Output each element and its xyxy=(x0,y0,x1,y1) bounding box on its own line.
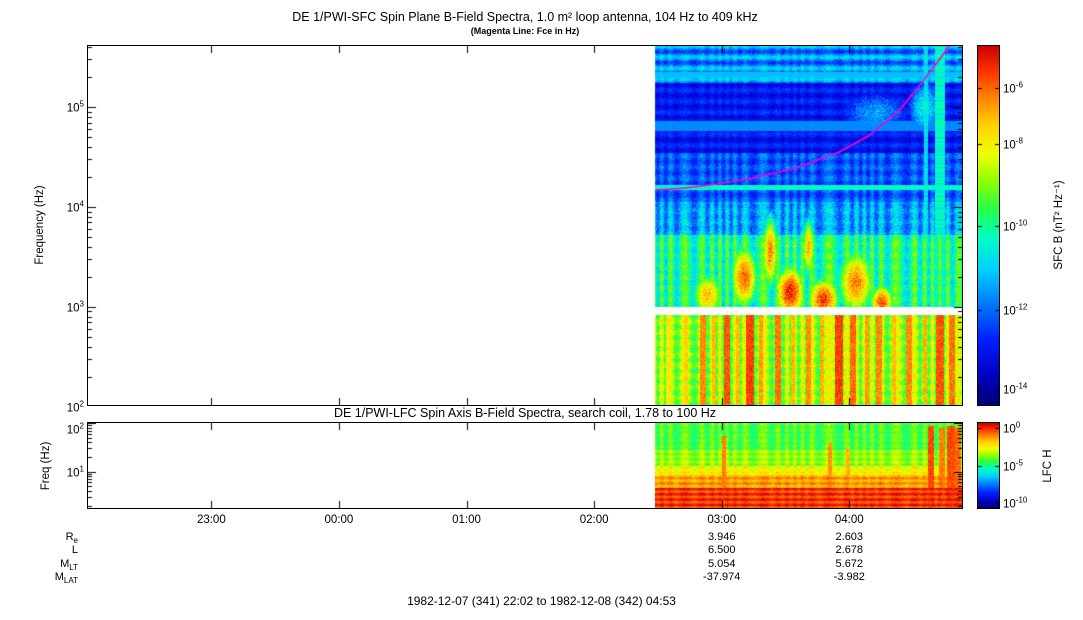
time-range-footer: 1982-12-07 (341) 22:02 to 1982-12-08 (34… xyxy=(407,594,676,608)
ephemeris-value: 2.678 xyxy=(835,544,864,557)
sfc-colorbar-canvas xyxy=(978,46,999,405)
ephemeris-row-label: MLT xyxy=(60,557,78,572)
sfc-colorbar-tick-label: 10-12 xyxy=(1003,302,1028,318)
ephemeris-value: 6.500 xyxy=(707,544,736,557)
ephemeris-row-label: MLAT xyxy=(54,571,78,586)
sfc-colorbar-tick-label: 10-6 xyxy=(1003,80,1023,96)
sfc-y-tick-label: 104 xyxy=(66,199,84,215)
lfc-plot-title: DE 1/PWI-LFC Spin Axis B-Field Spectra, … xyxy=(333,406,717,420)
lfc-spectrogram xyxy=(87,422,963,509)
sfc-y-tick-label: 102 xyxy=(66,399,84,415)
sfc-colorbar-label: SFC B (nT² Hz⁻¹) xyxy=(1053,180,1065,270)
lfc-y-tick-label: 102 xyxy=(66,421,84,437)
lfc-colorbar-tick-label: 10-10 xyxy=(1003,495,1028,511)
sfc-plot-title: DE 1/PWI-SFC Spin Plane B-Field Spectra,… xyxy=(292,10,758,24)
sfc-colorbar xyxy=(977,45,1000,406)
ephemeris-value: 3.946 xyxy=(707,531,736,543)
sfc-y-axis-label: Frequency (Hz) xyxy=(34,185,46,265)
sfc-colorbar-tick-label: 10-14 xyxy=(1003,381,1028,397)
lfc-heatmap-canvas xyxy=(88,423,962,508)
time-tick-label: 00:00 xyxy=(324,514,354,526)
time-tick-label: 23:00 xyxy=(196,514,226,526)
lfc-y-tick-label: 101 xyxy=(66,464,84,479)
lfc-y-axis-label: Freq (Hz) xyxy=(40,441,52,491)
ephemeris-value: 5.054 xyxy=(707,557,736,570)
ephemeris-value: 2.603 xyxy=(835,531,864,543)
sfc-colorbar-tick-label: 10-10 xyxy=(1003,218,1028,233)
sfc-y-tick-label: 103 xyxy=(66,299,84,315)
time-tick-label: 02:00 xyxy=(579,514,609,526)
lfc-colorbar xyxy=(977,422,1000,509)
ephemeris-row-label: L xyxy=(71,544,78,557)
time-tick-label: 04:00 xyxy=(834,514,864,526)
ephemeris-value: 5.672 xyxy=(835,557,864,570)
sfc-spectrogram xyxy=(87,45,963,406)
sfc-plot-subtitle: (Magenta Line: Fce in Hz) xyxy=(470,26,580,36)
lfc-colorbar-tick-label: 10-5 xyxy=(1003,458,1023,473)
time-tick-label: 03:00 xyxy=(707,514,737,526)
ephemeris-value: -3.982 xyxy=(833,571,865,584)
ephemeris-value: -37.974 xyxy=(703,571,741,584)
sfc-colorbar-tick-label: 10-8 xyxy=(1003,136,1023,152)
lfc-colorbar-label: LFC H xyxy=(1042,449,1054,483)
lfc-colorbar-tick-label: 100 xyxy=(1003,420,1021,436)
sfc-heatmap-canvas xyxy=(88,46,962,405)
ephemeris-row-label: Re xyxy=(65,531,78,546)
time-tick-label: 01:00 xyxy=(452,514,481,526)
sfc-y-tick-label: 105 xyxy=(66,99,84,115)
lfc-colorbar-canvas xyxy=(978,423,999,508)
